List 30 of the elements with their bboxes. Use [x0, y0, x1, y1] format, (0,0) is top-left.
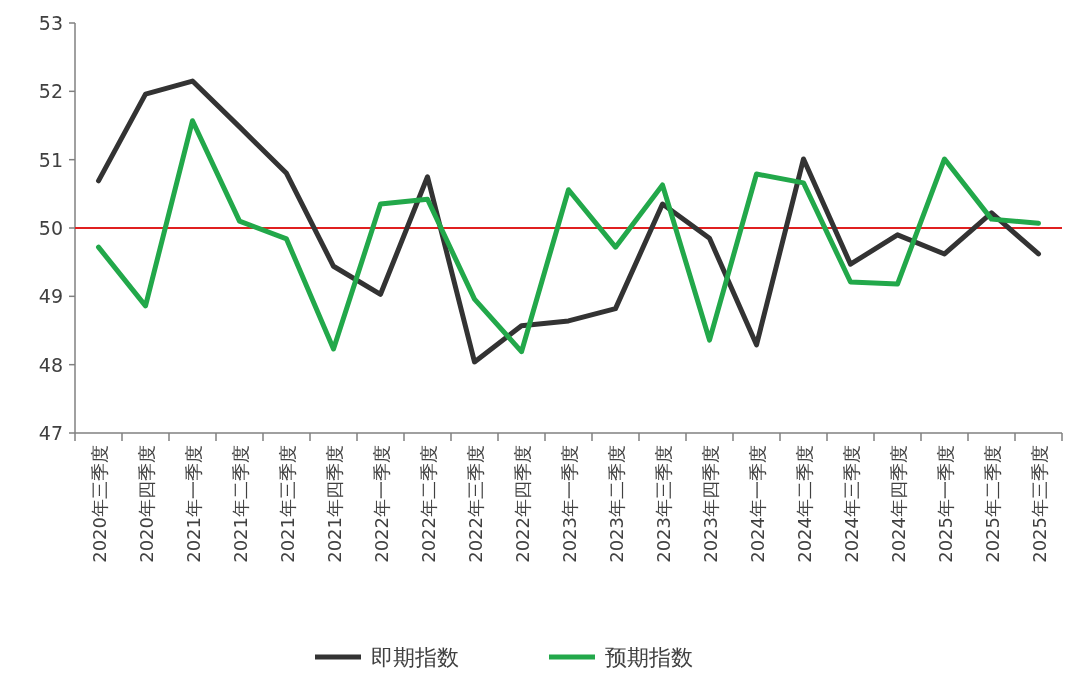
x-tick-label: 2023年一季度 [558, 445, 580, 563]
y-tick-label: 49 [38, 285, 63, 308]
x-tick-label: 2025年二季度 [981, 445, 1003, 563]
x-tick-label: 2022年三季度 [464, 445, 486, 563]
x-tick-label: 2020年三季度 [88, 445, 110, 563]
y-tick-label: 51 [38, 148, 63, 171]
x-tick-label: 2023年二季度 [605, 445, 627, 563]
x-tick-label: 2021年四季度 [323, 445, 345, 563]
x-tick-label: 2022年一季度 [370, 445, 392, 563]
x-tick-label: 2023年三季度 [652, 445, 674, 563]
y-tick-label: 47 [38, 422, 63, 444]
x-tick-label: 2022年四季度 [511, 445, 533, 563]
x-tick-label: 2022年二季度 [417, 445, 439, 563]
x-tick-label: 2024年一季度 [746, 445, 768, 563]
x-tick-label: 2025年三季度 [1028, 445, 1050, 563]
x-tick-label: 2020年四季度 [135, 445, 157, 563]
x-tick-label: 2021年二季度 [229, 445, 251, 563]
x-tick-label: 2021年一季度 [182, 445, 204, 563]
legend-label: 预期指数 [605, 645, 693, 670]
x-tick-label: 2021年三季度 [276, 445, 298, 563]
x-tick-label: 2024年三季度 [840, 445, 862, 563]
y-tick-label: 50 [38, 217, 63, 239]
x-tick-label: 2024年四季度 [887, 445, 909, 563]
y-tick-label: 52 [38, 80, 63, 103]
x-tick-label: 2025年一季度 [934, 445, 956, 563]
y-tick-label: 48 [38, 353, 63, 376]
legend-label: 即期指数 [371, 645, 459, 670]
x-tick-label: 2024年二季度 [793, 445, 815, 563]
y-tick-label: 53 [38, 12, 63, 34]
x-tick-label: 2023年四季度 [699, 445, 721, 563]
